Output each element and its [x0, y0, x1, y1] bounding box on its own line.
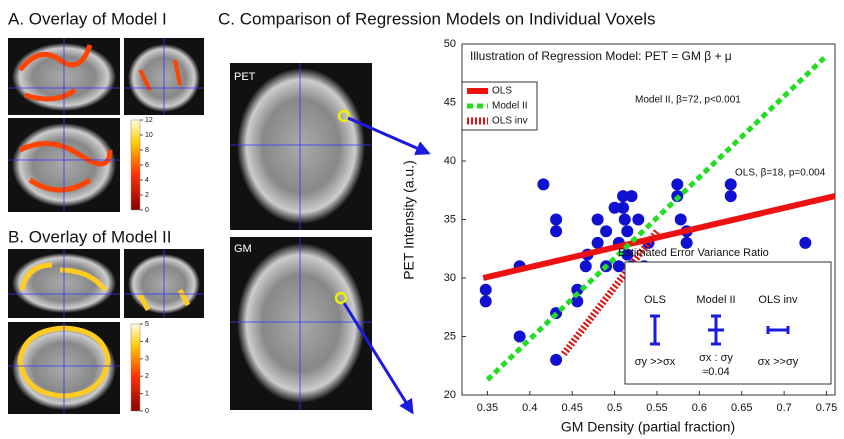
point	[591, 213, 604, 226]
colorbar-tick-label: 8	[145, 147, 149, 154]
point	[537, 178, 550, 191]
point	[571, 295, 584, 308]
inset-note: ≈0.04	[702, 366, 729, 378]
point	[550, 213, 563, 226]
x-tick-label: 0.7	[776, 402, 791, 414]
x-tick-label: 0.45	[561, 402, 582, 414]
inset-box	[624, 261, 832, 385]
colorbar-tick-label: 1	[145, 390, 149, 397]
point	[680, 236, 693, 249]
point	[671, 178, 684, 191]
annotation: Model II, β=72, p<0.001	[635, 95, 741, 106]
colorbar: 0 2 4 6 8 10 12	[130, 117, 153, 214]
colorbar-tick-label: 0	[145, 408, 149, 415]
error-icons	[650, 314, 790, 346]
scatter-chart: 0.35 0.4 0.45 0.5 0.55 0.6 0.65 0.7 0.75 20 25 30 35…	[444, 38, 837, 414]
point	[617, 201, 630, 214]
x-tick-label: 0.35	[477, 402, 498, 414]
colorbar-tick-label: 4	[145, 338, 149, 345]
brain-images	[8, 38, 431, 415]
point	[571, 283, 584, 296]
regression-line	[482, 193, 836, 281]
point	[724, 178, 737, 191]
legend-label: OLS inv	[492, 116, 528, 127]
point	[591, 236, 604, 249]
colorbar-tick-label: 0	[145, 207, 149, 214]
y-tick-label: 35	[444, 213, 456, 225]
panel-title: C. Comparison of Regression Models on In…	[218, 9, 656, 28]
chart-title: Illustration of Regression Model: PET = …	[470, 49, 732, 63]
point	[724, 190, 737, 203]
point	[799, 236, 812, 249]
point	[621, 225, 634, 238]
y-tick-label: 20	[444, 389, 456, 401]
y-tick-label: 40	[444, 155, 456, 167]
point	[550, 353, 563, 366]
point	[479, 295, 492, 308]
image-label: GM	[234, 243, 252, 255]
regression-line	[560, 229, 660, 357]
legend-entries: OLS Model II OLS inv	[467, 86, 528, 127]
colorbar-tick-label: 5	[145, 321, 149, 328]
colorbar-tick-label: 4	[145, 177, 149, 184]
point	[674, 213, 687, 226]
point	[479, 283, 492, 296]
colorbar-tick-label: 2	[145, 192, 149, 199]
y-tick-label: 50	[444, 38, 456, 50]
inset-note: σx : σy	[699, 352, 733, 364]
x-tick-label: 0.55	[646, 402, 667, 414]
y-tick-label: 30	[444, 272, 456, 284]
point	[618, 213, 631, 226]
point	[550, 225, 563, 238]
y-tick-label: 25	[444, 330, 456, 342]
point	[632, 213, 645, 226]
inset-label: OLS	[644, 294, 666, 306]
point	[612, 260, 625, 273]
image-label: PET	[234, 71, 256, 83]
point	[617, 190, 630, 203]
colorbar-tick-label: 6	[145, 162, 149, 169]
x-tick-label: 0.6	[692, 402, 707, 414]
x-tick-label: 0.4	[522, 402, 537, 414]
annotation: OLS, β=18, p=0.004	[735, 168, 826, 179]
inset-label: Model II	[696, 294, 735, 306]
x-tick-label: 0.75	[816, 402, 837, 414]
colorbar-tick-label: 10	[145, 132, 153, 139]
regression-line	[485, 53, 829, 382]
point	[608, 201, 621, 214]
inset-note: σy >>σx	[635, 356, 676, 368]
legend-label: OLS	[492, 86, 512, 97]
y-axis-label: PET Intensity (a.u.)	[401, 160, 417, 280]
inset-label: OLS inv	[758, 294, 798, 306]
colorbar-tick-label: 12	[145, 117, 153, 124]
x-tick-label: 0.5	[607, 402, 622, 414]
panel-title: A. Overlay of Model I	[8, 9, 167, 28]
point	[600, 225, 613, 238]
colorbar-tick-label: 2	[145, 373, 149, 380]
x-axis-label: GM Density (partial fraction)	[561, 419, 735, 435]
inset-title: Estimated Error Variance Ratio	[618, 247, 769, 259]
point	[621, 248, 634, 261]
point	[513, 330, 526, 343]
point	[625, 190, 638, 203]
x-tick-label: 0.65	[731, 402, 752, 414]
panel-title: B. Overlay of Model II	[8, 227, 171, 246]
y-tick-label: 45	[444, 96, 456, 108]
legend-label: Model II	[492, 101, 528, 112]
colorbar: 0 1 2 3 4 5	[130, 321, 149, 415]
point	[579, 260, 592, 273]
inset-note: σx >>σy	[758, 356, 799, 368]
colorbar-tick-label: 3	[145, 356, 149, 363]
